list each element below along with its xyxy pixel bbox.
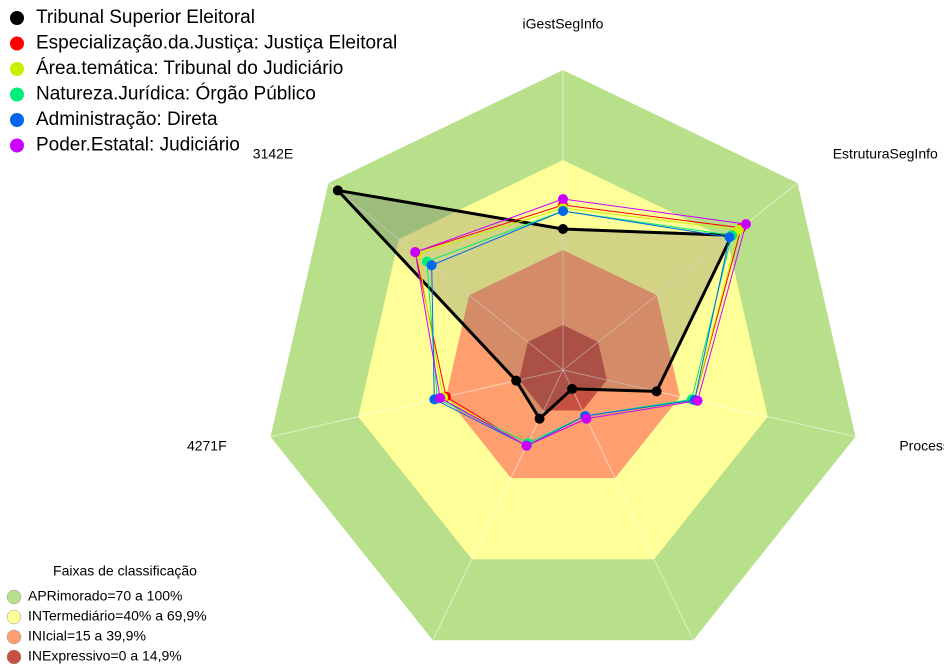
series-point — [724, 232, 735, 243]
band-label: INExpressivo=0 a 14,9% — [28, 648, 182, 664]
legend-label: Administração: Direta — [36, 109, 218, 130]
legend-label: Poder.Estatal: Judiciário — [36, 135, 240, 156]
band-label: APRimorado=70 a 100% — [28, 588, 183, 604]
series-point — [410, 247, 421, 258]
series-line — [333, 188, 735, 421]
series-line — [414, 198, 747, 447]
legend-marker — [10, 36, 24, 51]
series-point — [581, 413, 592, 424]
axis-label: EstruturaSegInfo — [833, 146, 938, 162]
legend-label: Tribunal Superior Eleitoral — [36, 7, 255, 28]
legend-marker — [10, 62, 24, 76]
axis-label: 3142E — [253, 146, 293, 162]
axis-label: ProcessoSegInfo — [899, 437, 944, 453]
legend-label: Área.temática: Tribunal do Judiciário — [36, 58, 343, 79]
legend-marker — [10, 138, 24, 153]
legend-marker — [10, 11, 24, 25]
series-point — [567, 383, 578, 394]
series-point — [534, 413, 545, 424]
spoke — [562, 182, 798, 371]
series-point — [558, 194, 568, 204]
series-line — [426, 210, 733, 444]
legend-marker — [10, 113, 24, 127]
bands-title: Faixas de classificação — [53, 563, 197, 579]
series-point — [740, 219, 751, 230]
legend-marker — [10, 87, 24, 102]
band-label: INTermediário=40% a 69,9% — [28, 608, 207, 624]
series-point — [651, 386, 662, 397]
band-marker — [6, 629, 22, 645]
series-point — [521, 440, 532, 451]
series-point — [692, 395, 703, 406]
band-marker — [6, 609, 22, 625]
spoke — [562, 369, 856, 438]
legend-label: Natureza.Jurídica: Órgão Público — [36, 83, 316, 105]
band-marker — [6, 589, 22, 605]
spoke — [328, 182, 564, 371]
series-point — [733, 224, 744, 235]
band-marker — [6, 649, 22, 665]
band-label: INIcial=15 a 39,9% — [28, 628, 146, 644]
series-point — [332, 185, 343, 196]
series-point — [558, 206, 568, 216]
legend-label: Especialização.da.Justiça: Justiça Eleit… — [36, 33, 397, 54]
axis-label: iGestSegInfo — [523, 16, 604, 32]
series-line — [431, 210, 731, 447]
series-point — [558, 224, 568, 234]
series-point — [435, 393, 446, 404]
axis-label: 4271F — [187, 437, 227, 453]
series-point — [426, 260, 437, 271]
series-point — [511, 375, 522, 386]
